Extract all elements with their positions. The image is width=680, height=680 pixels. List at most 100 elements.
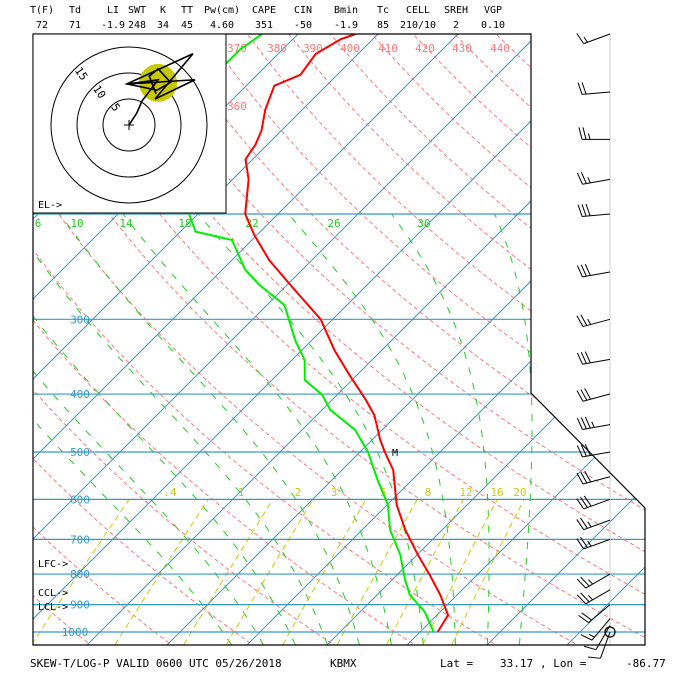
barb-staff [583,519,611,531]
barb-feather [577,82,583,95]
plot-frame [32,33,646,646]
barb-feather [576,498,585,510]
barb-half-feather [588,133,591,140]
dry-adiabat-label: 430 [452,42,472,55]
barb-feather [583,645,597,651]
barb-half-feather [588,595,594,601]
barb-feather [580,389,588,401]
header-value: -50 [294,20,312,31]
header-label: SREH [444,5,468,16]
moist-adiabat-label: 26 [327,217,340,230]
moist-adiabat [59,213,360,645]
footer-station: KBMX [330,657,357,670]
mixing-ratio-line [422,499,498,645]
barb-staff [582,358,611,365]
barb-staff [582,476,611,485]
dry-adiabat-label: 390 [303,42,323,55]
dry-adiabat-label: 440 [490,42,510,55]
barb-feather [576,445,583,458]
dry-adiabat [578,34,645,645]
wind-barb [580,618,611,641]
moist-adiabat [33,213,232,645]
header-label: SWT [128,5,146,16]
header-label: TT [181,5,193,16]
isotherm [314,34,645,645]
header-value: 210/10 [400,20,436,31]
barb-feather [576,519,585,530]
mixing-ratio-line [114,499,209,645]
dry-adiabat [537,34,645,645]
barb-feather [580,264,587,277]
header-value: 71 [69,20,81,31]
barb-feather [580,352,587,364]
barb-feather [581,82,587,95]
barb-feather [584,416,591,429]
wind-barb [576,351,611,365]
isotherm [0,7,5,657]
hodograph-ring [76,72,182,178]
pressure-label: 800 [70,568,90,581]
wind-barb [576,33,611,45]
header-value: 4.60 [210,20,234,31]
wind-barb [576,314,611,328]
dry-adiabat-label: 360 [227,100,247,113]
header-label: LI [107,5,119,16]
barb-half-feather [591,421,595,428]
barb-feather [576,315,584,327]
dry-adiabat-label: 420 [415,42,435,55]
barb-staff [582,213,611,217]
dry-adiabat [247,34,645,645]
barb-feather [580,444,587,457]
barb-feather [576,390,584,402]
pressure-label: 1000 [62,626,89,639]
barb-feather [578,127,583,140]
barb-feather [580,517,588,529]
isotherm-label: 10 [551,386,570,405]
barb-staff [582,91,611,95]
isotherm [154,34,645,645]
dry-adiabat-label: 400 [340,42,360,55]
lat-label: Lat = [440,657,473,670]
moist-adiabat [197,213,424,645]
pressure-label: 900 [70,599,90,612]
barb-feather [585,203,591,216]
barb-half-feather [588,633,595,638]
header-value: 85 [377,20,389,31]
isotherm [554,34,645,645]
wind-barb [576,537,611,550]
barb-feather [576,472,584,485]
dry-adiabat [39,34,645,645]
barb-feather [581,612,592,621]
barb-feather [580,537,588,548]
barb-half-feather [587,521,592,528]
wind-barb [576,172,611,185]
header-value: 34 [157,20,169,31]
mixing-ratio-lines [33,499,525,645]
wind-barb [583,625,611,651]
lcl-label: LCL-> [38,602,68,613]
m-marker: M [392,448,398,459]
isotherm [474,34,645,645]
pressure-label: 400 [70,388,90,401]
header-label: CIN [294,5,312,16]
barb-feather [580,417,587,429]
isotherm-label: -30 [536,75,559,98]
isotherm [394,34,645,645]
dry-adiabat-label: 370 [227,42,247,55]
header-label: Bmin [334,5,358,16]
barb-feather [584,470,592,483]
wind-barb [576,443,611,458]
barb-feather [580,314,588,326]
moist-adiabat [33,213,328,645]
barb-feather [576,578,587,589]
wind-barbs [576,33,616,659]
wind-barb [576,470,611,485]
moist-adiabat [494,213,533,645]
barb-half-feather [587,176,591,184]
barb-feather [584,263,591,276]
moist-adiabat [122,213,392,645]
moist-adiabat-label: 10 [70,217,83,230]
isotherm [33,34,406,645]
dry-adiabat-label: 380 [267,42,287,55]
barb-half-feather [587,318,592,325]
